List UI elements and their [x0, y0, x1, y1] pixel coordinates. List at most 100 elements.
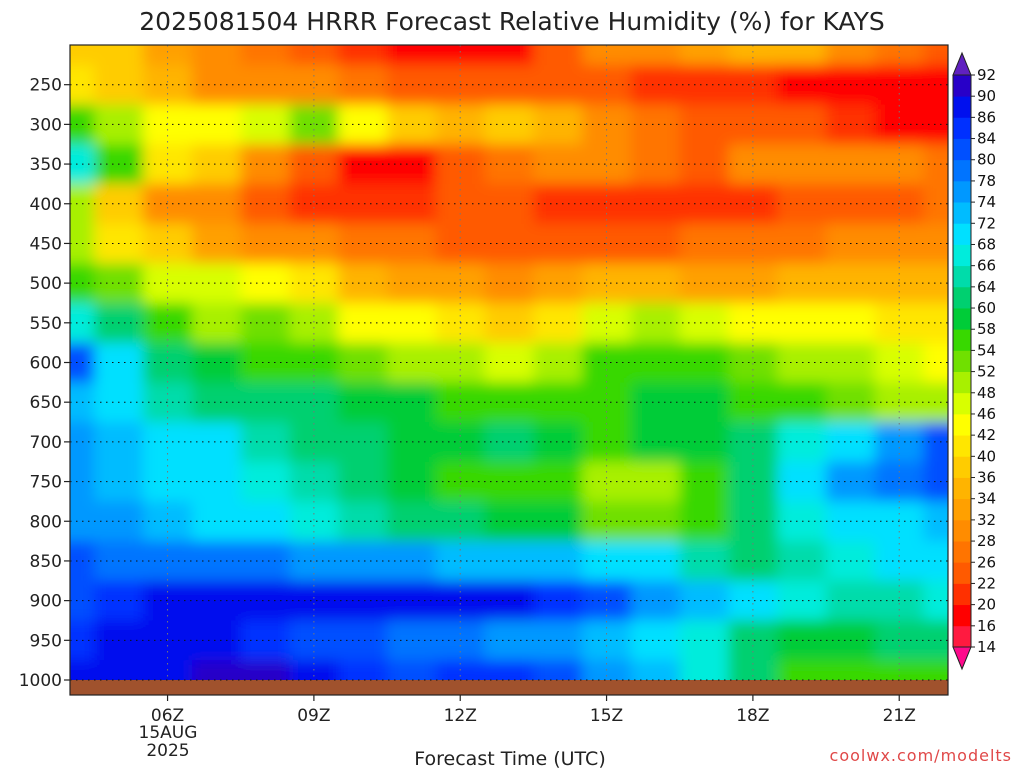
humidity-cell [289, 620, 339, 661]
humidity-cell [338, 382, 388, 423]
plot-frame [69, 44, 949, 696]
x-axis: 06Z 09Z 12Z 15Z 18Z 21Z [151, 695, 916, 726]
humidity-cell [191, 541, 242, 582]
colorbar-segment [953, 329, 971, 351]
ground-band [70, 680, 948, 695]
humidity-cell [338, 580, 388, 622]
humidity-cell [679, 541, 730, 582]
x-tick-label: 09Z [297, 706, 330, 726]
humidity-cell [777, 501, 827, 542]
humidity-cell [874, 382, 925, 423]
humidity-cell [630, 461, 681, 503]
y-tick-label: 750 [30, 473, 62, 493]
colorbar-frame [952, 74, 972, 648]
humidity-cell [630, 620, 681, 661]
humidity-cell [630, 541, 681, 582]
humidity-cell [387, 45, 437, 66]
humidity-cell [191, 104, 242, 145]
humidity-cell [338, 461, 388, 503]
humidity-cell [923, 223, 948, 264]
humidity-cell [289, 104, 339, 145]
colorbar-segment [953, 180, 971, 203]
humidity-cell [240, 541, 291, 582]
humidity-cell [923, 302, 948, 344]
y-tick-label: 350 [30, 155, 62, 175]
humidity-cell [679, 461, 730, 503]
humidity-cell [582, 104, 632, 145]
colorbar-tick-label: 90 [977, 87, 996, 105]
humidity-cell [728, 45, 778, 66]
colorbar-tick-label: 20 [977, 596, 996, 614]
humidity-cell [777, 342, 827, 383]
colorbar-segment [953, 223, 971, 245]
colorbar-tick-label: 28 [977, 532, 996, 550]
colorbar-segment [953, 371, 971, 394]
colorbar-tick-label: 78 [977, 172, 996, 190]
humidity-cell [338, 144, 388, 185]
humidity-cell [94, 45, 144, 66]
humidity-cell [923, 422, 948, 463]
humidity-cell [777, 45, 827, 66]
colorbar-segment [953, 265, 971, 288]
colorbar-segment [953, 350, 971, 372]
humidity-cell [289, 45, 339, 66]
colorbar-tick-label: 74 [977, 193, 996, 211]
colorbar-tick-label: 58 [977, 320, 996, 338]
colorbar-bottom-arrow [952, 646, 972, 671]
colorbar-segment [953, 541, 971, 563]
humidity-cell [630, 183, 681, 225]
y-tick-label: 950 [30, 631, 62, 651]
humidity-cell [240, 501, 291, 542]
chart-title: 2025081504 HRRR Forecast Relative Humidi… [139, 7, 884, 36]
humidity-cell [338, 302, 388, 344]
humidity-cell [289, 183, 339, 225]
colorbar-tick-label: 60 [977, 299, 996, 317]
colorbar-tick-label: 40 [977, 447, 996, 465]
humidity-cell [630, 144, 681, 185]
humidity-cell [923, 64, 948, 106]
humidity-cell [630, 263, 681, 304]
humidity-cell [923, 580, 948, 622]
colorbar-tick-label: 80 [977, 151, 996, 169]
humidity-cell [679, 342, 730, 383]
humidity-cell [777, 183, 827, 225]
humidity-cell [191, 422, 242, 463]
humidity-cell [923, 144, 948, 185]
humidity-cell [240, 104, 291, 145]
x-axis-label: Forecast Time (UTC) [414, 748, 605, 768]
humidity-cell [240, 342, 291, 383]
humidity-cell [338, 104, 388, 145]
humidity-cell [777, 461, 827, 503]
humidity-cell [240, 144, 291, 185]
colorbar-tick-label: 66 [977, 257, 996, 275]
humidity-cell [923, 501, 948, 542]
humidity-cell [874, 64, 925, 106]
humidity-cell [728, 104, 778, 145]
humidity-cell [338, 64, 388, 106]
humidity-cell [240, 461, 291, 503]
humidity-cell [679, 620, 730, 661]
humidity-cell [191, 263, 242, 304]
humidity-cell [289, 342, 339, 383]
y-tick-label: 900 [30, 592, 62, 612]
humidity-cell [923, 183, 948, 225]
humidity-cell [679, 302, 730, 344]
humidity-cell [777, 104, 827, 145]
colorbar-segment [953, 286, 971, 309]
colorbar-tick-label: 84 [977, 130, 996, 148]
x-tick-label: 12Z [444, 706, 477, 726]
humidity-cell [923, 382, 948, 423]
humidity-cell [923, 461, 948, 503]
humidity-cell [289, 263, 339, 304]
humidity-cell [777, 422, 827, 463]
humidity-cell [777, 263, 827, 304]
humidity-cell [240, 580, 291, 622]
colorbar-segment [953, 435, 971, 457]
humidity-cell [630, 342, 681, 383]
colorbar-segment [953, 562, 971, 584]
humidity-cell [240, 263, 291, 304]
humidity-cell [777, 302, 827, 344]
colorbar-tick-label: 64 [977, 278, 996, 296]
colorbar-segment [953, 138, 971, 161]
